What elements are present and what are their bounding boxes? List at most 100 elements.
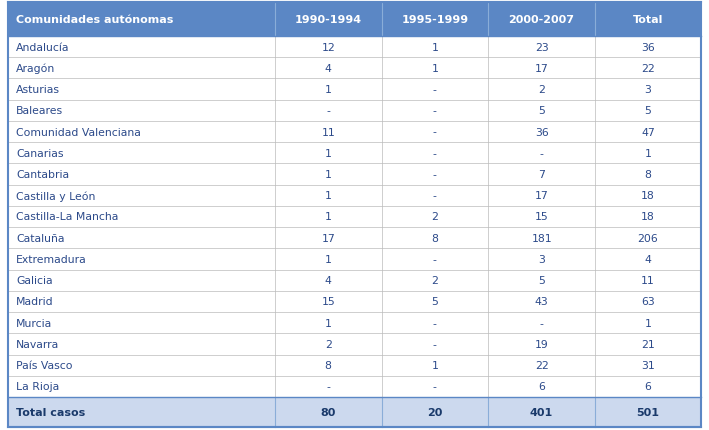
Text: 17: 17: [535, 64, 549, 74]
Text: 3: 3: [644, 85, 652, 95]
Bar: [8, 101, 701, 122]
Text: 22: 22: [641, 64, 655, 74]
Text: 20: 20: [428, 407, 442, 417]
Text: Navarra: Navarra: [16, 339, 60, 349]
Text: -: -: [433, 148, 437, 158]
Text: 80: 80: [320, 407, 336, 417]
Text: 7: 7: [538, 169, 545, 180]
Text: Castilla y León: Castilla y León: [16, 190, 96, 201]
Bar: [8, 270, 701, 291]
Text: 206: 206: [637, 233, 659, 243]
Bar: [8, 58, 701, 79]
Bar: [8, 312, 701, 334]
Text: -: -: [433, 127, 437, 137]
Text: -: -: [326, 106, 330, 116]
Text: -: -: [433, 85, 437, 95]
Text: Baleares: Baleares: [16, 106, 63, 116]
Text: 6: 6: [538, 381, 545, 391]
Text: -: -: [540, 318, 544, 328]
Text: 12: 12: [321, 43, 335, 52]
Bar: [8, 291, 701, 312]
Text: 2: 2: [432, 212, 438, 222]
Text: 1: 1: [325, 148, 332, 158]
Text: 8: 8: [644, 169, 652, 180]
Text: 11: 11: [641, 276, 655, 286]
Text: 15: 15: [321, 297, 335, 307]
Text: 2: 2: [325, 339, 332, 349]
Text: -: -: [433, 106, 437, 116]
Text: Madrid: Madrid: [16, 297, 54, 307]
Text: 1: 1: [325, 212, 332, 222]
Text: 1: 1: [325, 169, 332, 180]
Text: 1: 1: [432, 360, 438, 370]
Bar: [8, 79, 701, 101]
Text: Total: Total: [633, 15, 663, 25]
Text: Comunidad Valenciana: Comunidad Valenciana: [16, 127, 141, 137]
Text: -: -: [433, 255, 437, 264]
Text: Castilla-La Mancha: Castilla-La Mancha: [16, 212, 118, 222]
Text: 5: 5: [538, 276, 545, 286]
Bar: [8, 397, 701, 427]
Bar: [8, 355, 701, 376]
Text: 8: 8: [325, 360, 332, 370]
Text: 63: 63: [641, 297, 655, 307]
Text: 36: 36: [535, 127, 549, 137]
Bar: [8, 206, 701, 227]
Text: 11: 11: [321, 127, 335, 137]
Text: 17: 17: [321, 233, 335, 243]
Text: -: -: [433, 169, 437, 180]
Text: -: -: [326, 381, 330, 391]
Text: 1: 1: [644, 318, 652, 328]
Text: 1: 1: [325, 191, 332, 201]
Text: Total casos: Total casos: [16, 407, 85, 417]
Bar: [8, 185, 701, 206]
Text: 1990-1994: 1990-1994: [295, 15, 362, 25]
Bar: [8, 143, 701, 164]
Text: 401: 401: [530, 407, 553, 417]
Text: -: -: [433, 339, 437, 349]
Text: 3: 3: [538, 255, 545, 264]
Text: 1: 1: [325, 318, 332, 328]
Text: 1: 1: [325, 85, 332, 95]
Text: Andalucía: Andalucía: [16, 43, 69, 52]
Text: Extremadura: Extremadura: [16, 255, 86, 264]
Text: 181: 181: [531, 233, 552, 243]
Text: 47: 47: [641, 127, 655, 137]
Text: Galicia: Galicia: [16, 276, 52, 286]
Text: 1: 1: [325, 255, 332, 264]
Text: 36: 36: [641, 43, 655, 52]
Text: 1: 1: [432, 64, 438, 74]
Text: 23: 23: [535, 43, 549, 52]
Text: Asturias: Asturias: [16, 85, 60, 95]
Text: 4: 4: [325, 64, 332, 74]
Text: -: -: [540, 148, 544, 158]
Text: 19: 19: [535, 339, 549, 349]
Text: 2: 2: [538, 85, 545, 95]
Text: 4: 4: [325, 276, 332, 286]
Text: 501: 501: [637, 407, 659, 417]
Text: La Rioja: La Rioja: [16, 381, 60, 391]
Text: 22: 22: [535, 360, 549, 370]
Text: -: -: [433, 191, 437, 201]
Bar: [8, 3, 701, 37]
Text: 17: 17: [535, 191, 549, 201]
Text: 43: 43: [535, 297, 549, 307]
Text: Comunidades autónomas: Comunidades autónomas: [16, 15, 174, 25]
Bar: [8, 227, 701, 249]
Bar: [8, 164, 701, 185]
Text: 31: 31: [641, 360, 655, 370]
Text: 18: 18: [641, 191, 655, 201]
Text: 1995-1999: 1995-1999: [401, 15, 469, 25]
Text: 6: 6: [644, 381, 652, 391]
Text: Murcia: Murcia: [16, 318, 52, 328]
Text: 4: 4: [644, 255, 652, 264]
Text: 21: 21: [641, 339, 655, 349]
Text: Aragón: Aragón: [16, 64, 55, 74]
Text: Cantabria: Cantabria: [16, 169, 69, 180]
Text: -: -: [433, 381, 437, 391]
Text: 8: 8: [432, 233, 438, 243]
Bar: [8, 122, 701, 143]
Text: Cataluña: Cataluña: [16, 233, 65, 243]
Text: 18: 18: [641, 212, 655, 222]
Bar: [8, 37, 701, 58]
